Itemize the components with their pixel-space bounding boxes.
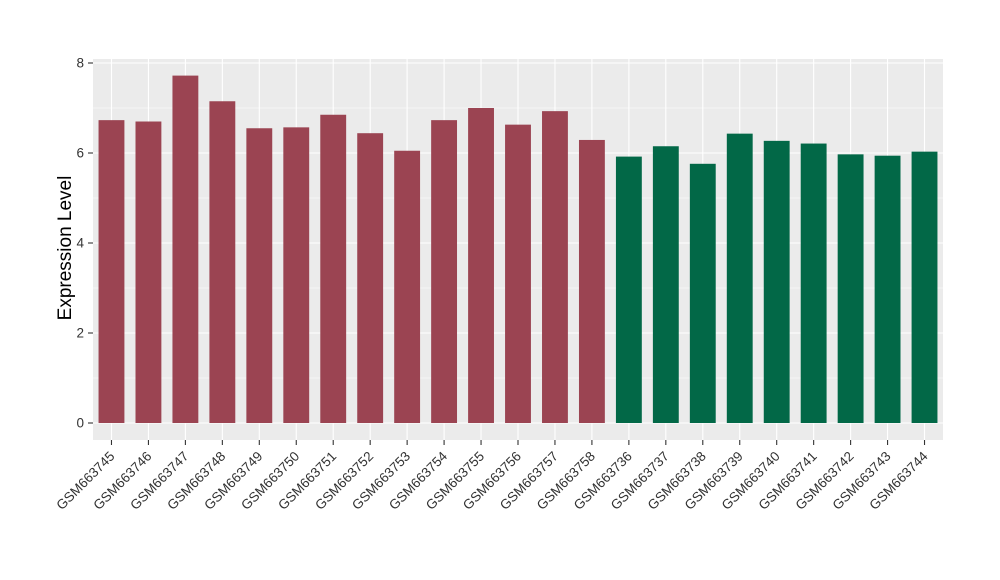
bar-GSM663744 [911, 151, 938, 423]
bar-GSM663743 [874, 155, 901, 423]
bar-GSM663751 [320, 114, 347, 423]
y-tick-label: 2 [76, 326, 84, 341]
bar-GSM663757 [542, 111, 568, 424]
y-axis-title: Expression Level [55, 176, 76, 321]
bar-GSM663736 [615, 156, 642, 423]
bars [98, 75, 938, 424]
bar-GSM663748 [209, 101, 236, 423]
bar-GSM663739 [726, 133, 753, 423]
y-tick-label: 0 [76, 416, 84, 431]
bar-GSM663752 [357, 133, 384, 423]
bar-GSM663758 [578, 139, 605, 423]
bar-GSM663750 [283, 127, 310, 423]
bar-GSM663740 [763, 140, 790, 423]
bar-GSM663737 [652, 146, 679, 423]
bar-GSM663755 [468, 108, 494, 423]
y-tick-label: 8 [76, 56, 84, 71]
y-tick-label: 4 [76, 236, 84, 251]
bar-GSM663754 [431, 120, 458, 424]
bar-GSM663741 [800, 143, 827, 424]
bar-GSM663747 [172, 75, 199, 423]
y-tick-label: 6 [76, 146, 84, 161]
bar-GSM663753 [394, 150, 421, 423]
bar-GSM663742 [837, 154, 864, 423]
bar-GSM663756 [505, 124, 531, 424]
bar-GSM663749 [246, 128, 273, 423]
bar-GSM663746 [135, 121, 162, 423]
axis-ticks [88, 62, 926, 445]
bar-GSM663745 [98, 120, 125, 424]
bar-GSM663738 [689, 163, 716, 424]
